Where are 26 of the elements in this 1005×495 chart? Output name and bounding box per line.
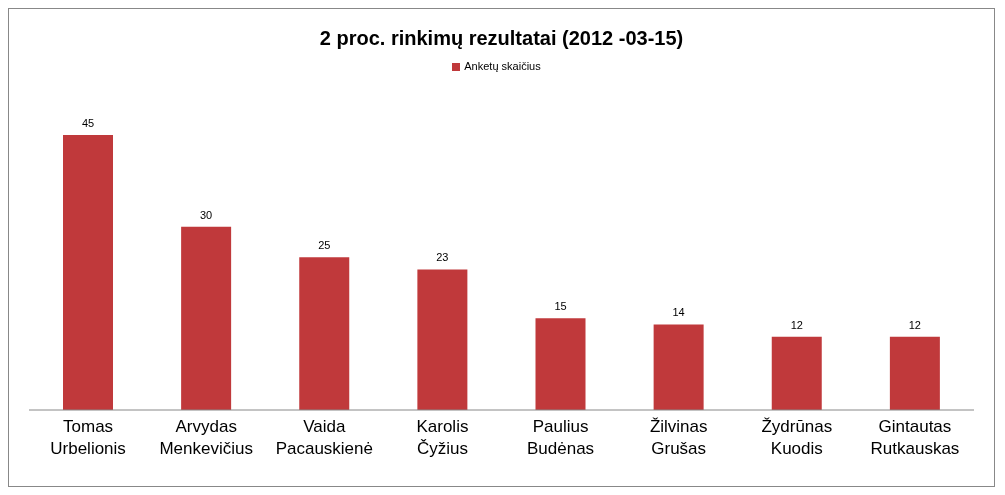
bar <box>771 336 822 410</box>
x-tick-label: Karolis Čyžius <box>416 417 469 458</box>
data-label: 30 <box>200 208 213 221</box>
data-label: 12 <box>790 318 803 331</box>
data-label: 14 <box>672 306 685 319</box>
bar <box>299 257 350 410</box>
x-tick-label: Tomas Urbelionis <box>50 417 126 458</box>
data-label: 23 <box>436 251 449 264</box>
x-tick-label: Gintautas Rutkauskas <box>870 417 960 458</box>
bar <box>889 336 940 410</box>
data-label: 25 <box>318 239 331 252</box>
data-label: 12 <box>908 318 921 331</box>
legend-label: Anketų skaičius <box>464 60 541 72</box>
bar <box>653 324 704 410</box>
x-tick-label: Žydrūnas Kuodis <box>761 417 833 458</box>
data-label: 15 <box>554 300 567 313</box>
bar <box>535 318 586 410</box>
x-tick-label: Vaida Pacauskienė <box>275 417 373 458</box>
bar <box>63 135 113 410</box>
x-tick-label: Žilvinas Grušas <box>649 417 708 458</box>
x-tick-label: Paulius Budėnas <box>527 417 595 458</box>
data-label: 45 <box>81 117 95 129</box>
bar <box>417 269 468 410</box>
bar <box>181 226 232 410</box>
x-tick-label: Arvydas Menkevičius <box>159 417 253 458</box>
chart-title: 2 proc. rinkimų rezultatai (2012 -03-15) <box>318 27 685 50</box>
